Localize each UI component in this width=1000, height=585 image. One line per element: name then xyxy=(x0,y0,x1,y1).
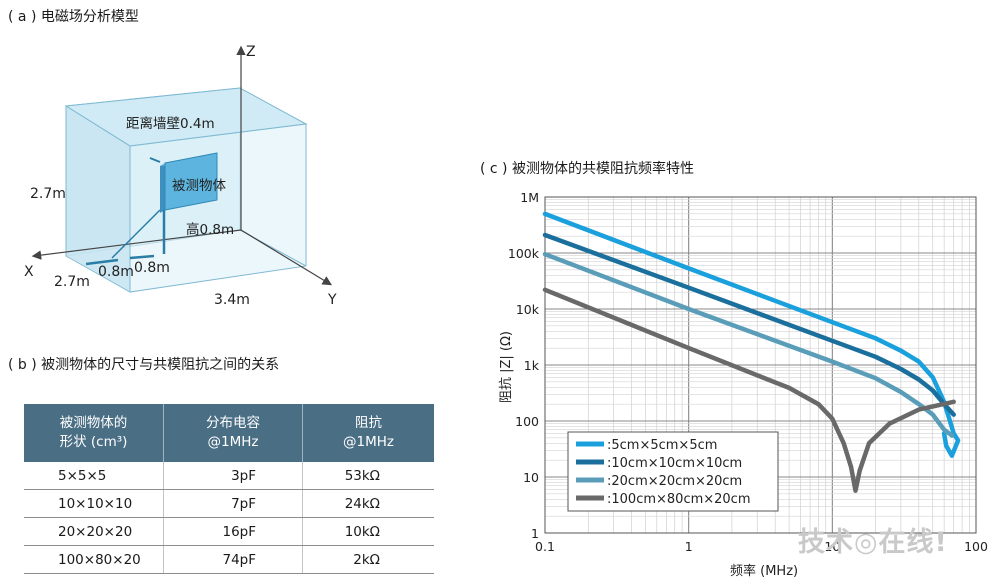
y-tick-label: 10 xyxy=(523,470,539,485)
cell-capacitance: 16pF xyxy=(163,517,303,546)
x-tick-label: 1 xyxy=(685,539,693,554)
legend-entry: :5cm×5cm×5cm xyxy=(607,438,717,453)
header-cap-line1: 分布电容 xyxy=(206,415,260,431)
x-tick-label: 0.1 xyxy=(535,539,555,554)
test-object xyxy=(164,152,218,211)
axis-x-line xyxy=(31,229,242,260)
legend-entry: :10cm×10cm×10cm xyxy=(607,456,742,471)
offset-marker-y xyxy=(129,254,155,260)
x-tick-label: 10 xyxy=(824,539,840,554)
cell-shape: 100×80×20 xyxy=(24,545,164,574)
x-tick-label: 100 xyxy=(964,539,988,554)
axis-y-label: Y xyxy=(327,292,337,308)
header-cap-line2: @1MHz xyxy=(207,434,259,450)
panel-b-title: ( b ) 被测物体的尺寸与共模阻抗之间的关系 xyxy=(8,357,280,373)
cell-capacitance: 3pF xyxy=(163,462,303,490)
y-axis-label: 阻抗 |Z| (Ω) xyxy=(499,331,514,403)
height-label: 高0.8m xyxy=(186,221,234,238)
x-axis-label: 频率 (MHz) xyxy=(730,563,798,579)
table-row: 20×20×20 16pF 10kΩ xyxy=(24,517,434,546)
panel-c-title: ( c ) 被测物体的共模阻抗频率特性 xyxy=(480,161,694,177)
axis-y-line xyxy=(240,229,333,286)
table-row: 100×80×20 74pF 2kΩ xyxy=(24,545,434,574)
header-shape-line1: 被测物体的 xyxy=(59,415,128,431)
watermark: 技术◎在线! xyxy=(798,527,948,558)
header-shape-line2: 形状 (cm³) xyxy=(59,434,128,450)
axis-z-label: Z xyxy=(246,44,256,60)
cell-impedance: 2kΩ xyxy=(302,545,434,574)
legend-entry: :20cm×20cm×20cm xyxy=(607,474,742,489)
axis-x-label: X xyxy=(24,264,34,280)
test-object-side xyxy=(160,163,165,213)
series-line xyxy=(542,211,961,458)
header-imp-line1: 阻抗 xyxy=(355,415,382,431)
object-label: 被测物体 xyxy=(172,178,226,194)
header-impedance: 阻抗 @1MHz xyxy=(302,404,434,462)
em-model-diagram: Z X Y 距离墙壁0.4m 被测物体 高0.8m 2.7m 2.7m 3.4m… xyxy=(24,44,337,308)
y-tick-label: 1 xyxy=(531,526,539,541)
cell-impedance: 10kΩ xyxy=(302,517,434,546)
room-depth-label: 2.7m xyxy=(54,274,90,290)
y-tick-label: 10k xyxy=(516,302,540,317)
cell-impedance: 53kΩ xyxy=(302,462,434,490)
y-tick-label: 1M xyxy=(520,190,539,205)
room-height-label: 2.7m xyxy=(30,186,66,202)
wall-distance-label: 距离墙壁0.4m xyxy=(126,115,215,132)
series-line xyxy=(542,232,956,417)
table-row: 10×10×10 7pF 24kΩ xyxy=(24,489,434,518)
cell-capacitance: 7pF xyxy=(163,489,303,518)
series-line xyxy=(542,287,956,493)
cell-capacitance: 74pF xyxy=(163,545,303,574)
cell-shape: 20×20×20 xyxy=(24,517,164,546)
offset-y-label: 0.8m xyxy=(134,260,170,276)
series-line xyxy=(542,251,955,438)
cell-shape: 10×10×10 xyxy=(24,489,164,518)
header-capacitance: 分布电容 @1MHz xyxy=(163,404,303,462)
y-tick-label: 100k xyxy=(508,246,540,261)
table-row: 5×5×5 3pF 53kΩ xyxy=(24,462,434,490)
cell-impedance: 24kΩ xyxy=(302,489,434,518)
offset-marker-x xyxy=(85,258,119,266)
table-header-row: 被测物体的 形状 (cm³) 分布电容 @1MHz 阻抗 @1MHz xyxy=(24,404,434,462)
panel-a-title: ( a ) 电磁场分析模型 xyxy=(8,9,139,25)
size-impedance-table: 被测物体的 形状 (cm³) 分布电容 @1MHz 阻抗 @1MHz 5×5×5… xyxy=(24,404,434,574)
room-width-label: 3.4m xyxy=(214,292,250,308)
cell-shape: 5×5×5 xyxy=(24,462,164,490)
header-shape: 被测物体的 形状 (cm³) xyxy=(24,404,164,462)
offset-x-label: 0.8m xyxy=(98,264,134,280)
legend-entry: :100cm×80cm×20cm xyxy=(607,492,751,507)
y-tick-label: 1k xyxy=(524,358,540,373)
header-imp-line2: @1MHz xyxy=(343,434,394,450)
y-tick-label: 100 xyxy=(515,414,539,429)
